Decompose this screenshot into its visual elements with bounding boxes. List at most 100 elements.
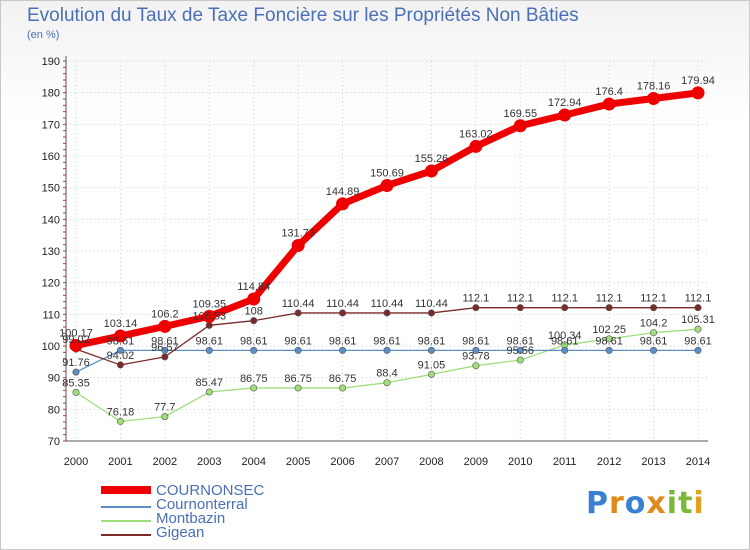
x-tick-label: 2003 (197, 456, 221, 468)
data-point-cournonterral (205, 346, 213, 354)
data-label-cournonterral: 98.61 (640, 335, 668, 347)
y-tick-label: 100 (42, 341, 60, 353)
data-point-cournonterral (72, 368, 80, 376)
data-point-cournonterral (339, 346, 347, 354)
data-label-gigean: 110.44 (415, 298, 448, 310)
y-axis-unit-label: (en %) (27, 29, 60, 41)
data-label-cournonterral: 98.61 (107, 335, 135, 347)
data-point-cournonsec (469, 139, 483, 153)
data-label-gigean: 110.44 (326, 298, 359, 310)
data-label-cournonsec: 155.26 (415, 153, 449, 165)
x-tick-label: 2007 (375, 456, 399, 468)
logo-letter: r (609, 486, 625, 521)
data-point-montbazin (516, 356, 524, 364)
data-label-montbazin: 91.05 (418, 359, 446, 371)
data-point-cournonsec (291, 239, 305, 253)
x-tick-label: 2005 (286, 456, 310, 468)
legend-label-cournonterral: Cournonterral (156, 496, 248, 513)
legend-label-gigean: Gigean (156, 524, 205, 541)
data-point-gigean (383, 309, 391, 317)
data-label-montbazin: 86.75 (329, 373, 357, 385)
legend-label-montbazin: Montbazin (156, 510, 226, 527)
data-point-gigean (294, 309, 302, 317)
y-tick-label: 90 (48, 373, 60, 385)
data-point-cournonsec (336, 197, 350, 211)
data-point-gigean (472, 304, 480, 312)
logo-letter: i (693, 486, 705, 521)
data-point-cournonterral (250, 346, 258, 354)
legend-swatch-cournonterral (101, 506, 151, 508)
legend-swatch-cournonsec (101, 486, 151, 494)
logo-letter: o (624, 486, 647, 521)
data-point-gigean (339, 309, 347, 317)
y-tick-label: 160 (42, 151, 60, 163)
data-point-cournonsec (602, 97, 616, 111)
data-label-montbazin: 86.75 (284, 373, 312, 385)
data-point-montbazin (694, 325, 702, 333)
x-tick-label: 2013 (641, 456, 665, 468)
data-label-cournonterral: 98.61 (595, 335, 623, 347)
data-label-cournonsec: 144.89 (326, 186, 360, 198)
legend-swatch-montbazin (101, 520, 151, 522)
data-label-cournonsec: 169.55 (503, 108, 537, 120)
x-tick-label: 2002 (153, 456, 177, 468)
data-label-cournonsec: 178.16 (637, 80, 671, 92)
data-label-cournonterral: 98.61 (196, 335, 224, 347)
data-point-cournonsec (113, 329, 127, 343)
data-label-montbazin: 88.4 (376, 368, 397, 380)
data-label-gigean: 106.53 (192, 310, 226, 322)
data-point-gigean (605, 304, 613, 312)
data-label-cournonterral: 98.61 (373, 335, 401, 347)
data-label-cournonterral: 98.61 (507, 335, 535, 347)
data-point-montbazin (339, 384, 347, 392)
data-point-gigean (516, 304, 524, 312)
x-tick-label: 2012 (597, 456, 621, 468)
data-point-gigean (161, 353, 169, 361)
data-label-montbazin: 93.78 (462, 351, 490, 363)
data-point-montbazin (427, 370, 435, 378)
data-point-montbazin (72, 388, 80, 396)
data-point-cournonterral (383, 346, 391, 354)
data-label-cournonterral: 98.61 (551, 335, 579, 347)
data-label-cournonterral: 98.61 (240, 335, 268, 347)
logo-letter: x (646, 486, 667, 521)
data-point-cournonsec (158, 319, 172, 333)
data-point-gigean (427, 309, 435, 317)
y-tick-label: 110 (42, 309, 60, 321)
x-tick-label: 2004 (241, 456, 265, 468)
data-label-gigean: 112.1 (462, 293, 489, 305)
data-label-cournonsec: 179.94 (681, 75, 715, 87)
logo-letter: t (678, 486, 694, 521)
data-label-cournonterral: 98.61 (329, 335, 357, 347)
logo-letter: P (586, 486, 609, 521)
x-tick-label: 2001 (108, 456, 132, 468)
data-label-montbazin: 95.56 (507, 345, 535, 357)
data-label-montbazin: 104.2 (640, 318, 668, 330)
data-point-montbazin (116, 417, 124, 425)
data-point-gigean (694, 304, 702, 312)
data-label-gigean: 108 (245, 306, 263, 318)
data-label-cournonsec: 150.69 (370, 167, 404, 179)
data-label-cournonsec: 109.35 (192, 298, 226, 310)
data-point-cournonsec (558, 108, 572, 122)
y-tick-label: 140 (42, 214, 60, 226)
data-label-montbazin: 102.25 (592, 324, 626, 336)
data-label-montbazin: 85.47 (196, 377, 224, 389)
data-point-cournonsec (247, 292, 261, 306)
data-point-cournonsec (513, 119, 527, 133)
data-label-cournonsec: 106.2 (151, 308, 179, 320)
data-label-montbazin: 76.18 (107, 406, 135, 418)
data-point-cournonsec (424, 164, 438, 178)
data-point-cournonterral (427, 346, 435, 354)
legend-swatch-gigean (101, 534, 151, 536)
data-point-montbazin (472, 362, 480, 370)
data-label-cournonterral: 98.61 (462, 335, 490, 347)
x-tick-label: 2006 (330, 456, 354, 468)
y-tick-label: 170 (42, 119, 60, 131)
data-point-cournonsec (69, 338, 83, 352)
data-point-cournonsec (647, 91, 661, 105)
x-tick-label: 2009 (464, 456, 488, 468)
data-point-cournonsec (202, 309, 216, 323)
data-point-gigean (116, 361, 124, 369)
